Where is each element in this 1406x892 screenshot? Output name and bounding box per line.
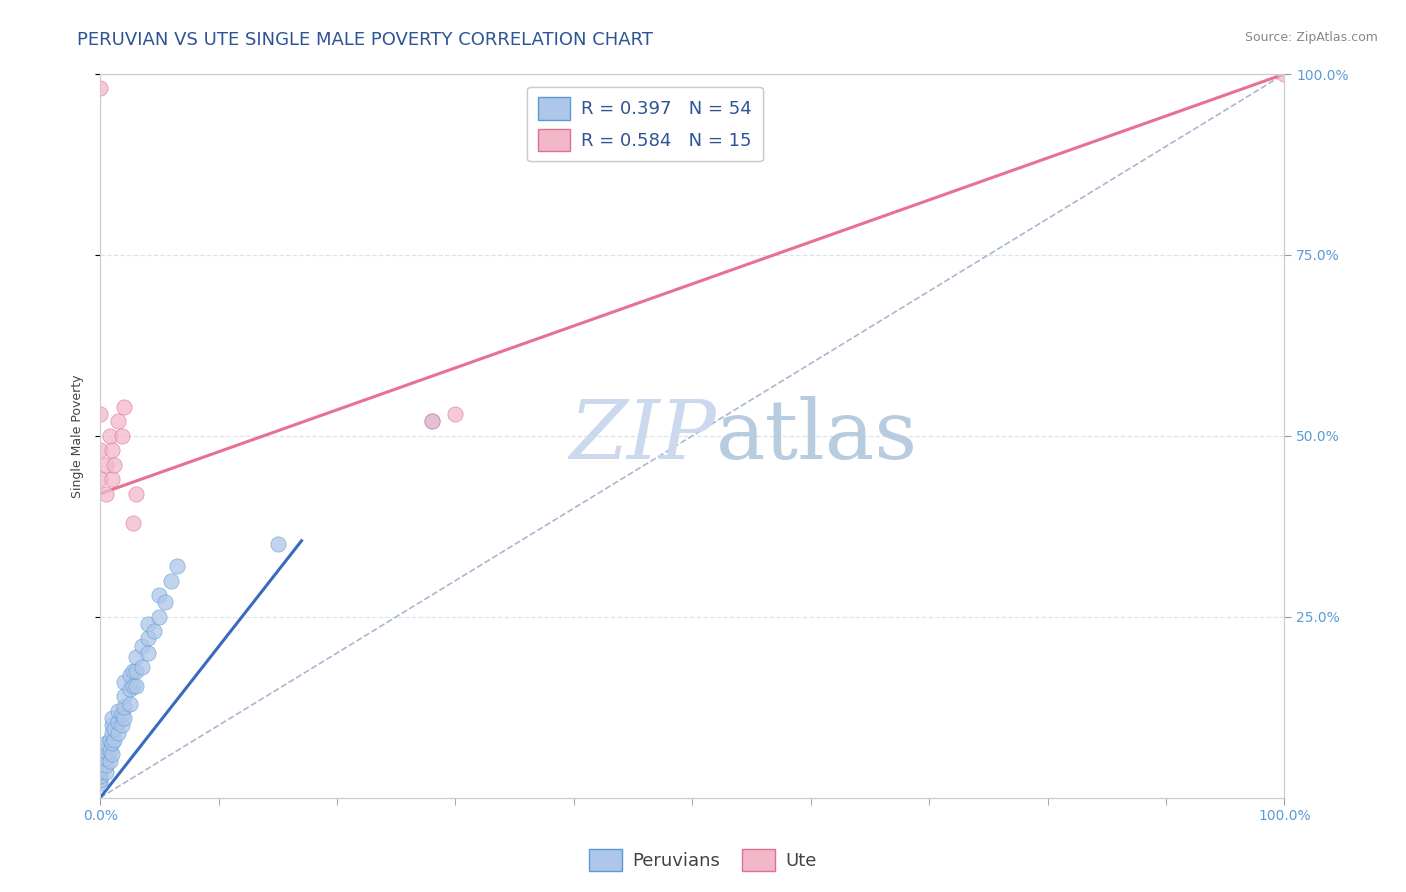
Point [444, 407, 467, 421]
Point [125, 664, 148, 678]
Point [110, 707, 132, 722]
Point [155, 595, 177, 609]
Point [160, 574, 183, 588]
Point [89, 747, 111, 762]
Point [112, 674, 135, 689]
Legend: Peruvians, Ute: Peruvians, Ute [582, 842, 824, 879]
Point [101, 718, 124, 732]
Point [107, 714, 129, 729]
Point [118, 682, 141, 697]
Point [98, 732, 121, 747]
Point [112, 711, 135, 725]
Point [110, 429, 132, 443]
Point [98, 755, 121, 769]
Point [420, 414, 443, 428]
Point [112, 700, 135, 714]
Point [94, 744, 117, 758]
Point [103, 732, 125, 747]
Point [89, 739, 111, 754]
Point [94, 458, 117, 472]
Point [94, 736, 117, 750]
Point [148, 609, 170, 624]
Point [94, 751, 117, 765]
Point [89, 769, 111, 783]
Point [89, 758, 111, 772]
Point [1274, 67, 1296, 81]
Point [267, 537, 290, 551]
Point [103, 722, 125, 736]
Point [107, 704, 129, 718]
Point [122, 664, 145, 678]
Point [89, 772, 111, 787]
Point [101, 747, 124, 762]
Point [110, 718, 132, 732]
Text: PERUVIAN VS UTE SINGLE MALE POVERTY CORRELATION CHART: PERUVIAN VS UTE SINGLE MALE POVERTY CORR… [77, 31, 654, 49]
Point [125, 649, 148, 664]
Text: ZIP: ZIP [569, 396, 716, 475]
Point [89, 443, 111, 458]
Point [125, 679, 148, 693]
Point [89, 751, 111, 765]
Point [125, 487, 148, 501]
Point [107, 414, 129, 428]
Point [148, 588, 170, 602]
Point [94, 758, 117, 772]
Point [112, 400, 135, 414]
Point [89, 755, 111, 769]
Point [101, 736, 124, 750]
Point [136, 646, 159, 660]
Point [89, 407, 111, 421]
Point [101, 725, 124, 739]
Point [89, 472, 111, 486]
Point [101, 472, 124, 486]
Point [103, 458, 125, 472]
Text: Source: ZipAtlas.com: Source: ZipAtlas.com [1244, 31, 1378, 45]
Point [112, 690, 135, 704]
Point [166, 559, 188, 574]
Point [122, 516, 145, 530]
Point [420, 414, 443, 428]
Point [118, 667, 141, 681]
Y-axis label: Single Male Poverty: Single Male Poverty [72, 374, 84, 498]
Text: atlas: atlas [716, 396, 918, 475]
Point [142, 624, 165, 639]
Point [131, 639, 153, 653]
Point [94, 765, 117, 780]
Point [101, 443, 124, 458]
Point [136, 632, 159, 646]
Point [131, 660, 153, 674]
Point [118, 697, 141, 711]
Point [98, 744, 121, 758]
Point [122, 679, 145, 693]
Point [107, 725, 129, 739]
Point [89, 765, 111, 780]
Point [136, 617, 159, 632]
Legend: R = 0.397   N = 54, R = 0.584   N = 15: R = 0.397 N = 54, R = 0.584 N = 15 [527, 87, 763, 161]
Point [94, 487, 117, 501]
Point [89, 762, 111, 776]
Point [98, 429, 121, 443]
Point [101, 711, 124, 725]
Point [89, 776, 111, 790]
Point [89, 81, 111, 95]
